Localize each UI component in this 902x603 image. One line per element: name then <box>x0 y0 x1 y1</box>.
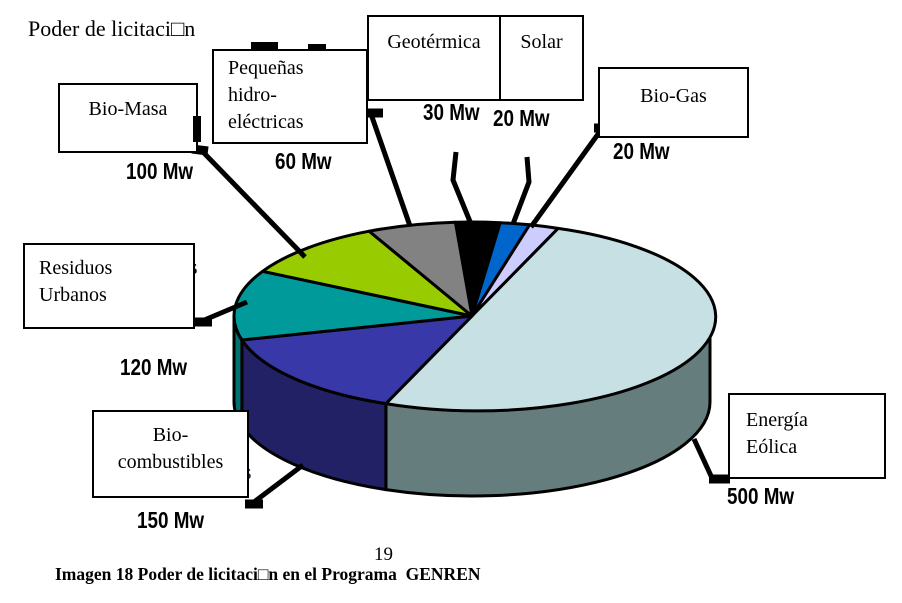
page-number: 19 <box>374 544 393 565</box>
chart-title: Poder de licitaci□n <box>28 16 196 41</box>
callout-label: Energía <box>746 409 808 431</box>
callout-label: eléctricas <box>228 111 304 133</box>
leader-line <box>450 151 474 225</box>
callout-bio-combustibles: Bio- combustibles <box>92 410 249 498</box>
leader-line <box>510 156 532 225</box>
pie-slice-top <box>384 226 718 413</box>
leader-line <box>691 437 715 480</box>
hidden-text-fragment <box>193 116 201 142</box>
callout-energia-eolica: Energía Eólica <box>728 393 886 479</box>
callout-geotermica: Geotérmica <box>367 15 501 101</box>
leader-line <box>528 128 604 229</box>
value-label-residuos: 120 Mw <box>120 354 188 380</box>
callout-label: Urbanos <box>39 284 107 306</box>
value-label-solar: 20 Mw <box>493 105 550 131</box>
pie-slice-top <box>261 229 474 318</box>
leader-line <box>252 463 305 504</box>
leader-line <box>368 113 413 227</box>
callout-label: Bio- <box>152 424 189 446</box>
value-label-biocombustibles: 150 Mw <box>137 507 205 533</box>
value-label-geotermica: 30 Mw <box>423 99 480 125</box>
callout-label: Eólica <box>746 436 798 458</box>
callout-label: Bio-Gas <box>640 85 707 107</box>
hidden-text-fragment <box>308 44 326 51</box>
callout-pequenas-hidroelectricas: Pequeñas hidro- eléctricas <box>212 49 368 144</box>
callout-residuos-urbanos: Residuos Urbanos <box>23 243 195 329</box>
leader-line <box>200 149 307 259</box>
pie-slice-top <box>240 314 474 406</box>
value-label-bio-masa: 100 Mw <box>126 158 194 184</box>
value-label-eolica: 500 Mw <box>727 483 795 509</box>
figure-caption: Imagen 18 Poder de licitaci□n en el Prog… <box>55 564 481 584</box>
callout-label: Solar <box>520 31 563 53</box>
value-label-pequenas: 60 Mw <box>275 148 332 174</box>
callout-label: hidro- <box>228 84 277 106</box>
hidden-text-fragment <box>251 42 278 50</box>
callout-label: combustibles <box>117 451 224 473</box>
callout-label: Geotérmica <box>387 31 481 53</box>
value-label-bio-gas: 20 Mw <box>613 138 670 164</box>
callout-bio-masa: Bio-Masa <box>58 83 198 153</box>
callout-label: Bio-Masa <box>88 98 168 120</box>
callout-solar: Solar <box>499 15 584 101</box>
callout-label: Residuos <box>39 257 113 279</box>
callout-bio-gas: Bio-Gas <box>598 67 749 138</box>
callout-label: Pequeñas <box>228 57 304 79</box>
